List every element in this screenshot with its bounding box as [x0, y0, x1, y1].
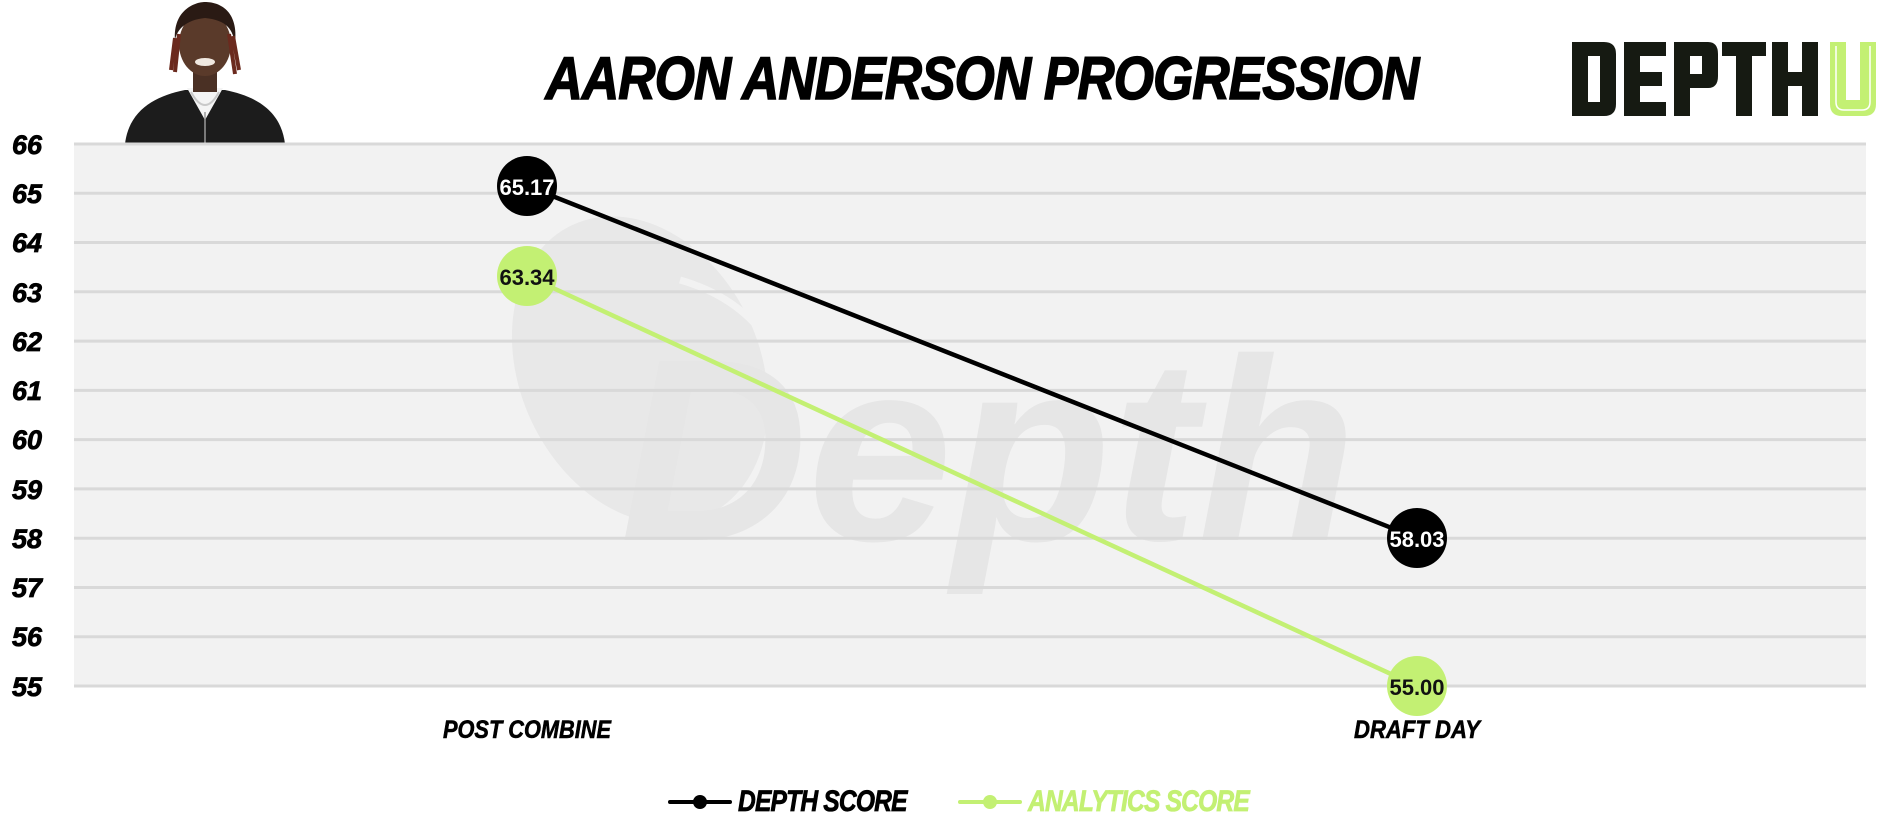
svg-text:56: 56: [12, 622, 43, 652]
analytics-score-point-draft-day[interactable]: 55.00: [1387, 656, 1447, 716]
svg-text:Depth: Depth: [620, 306, 1357, 597]
analytics-score-point-post-combine[interactable]: 63.34: [497, 246, 557, 306]
depth-score-point-post-combine[interactable]: 65.17: [497, 156, 557, 216]
svg-text:58.03: 58.03: [1389, 527, 1444, 552]
legend-label: DEPTH SCORE: [738, 785, 908, 819]
legend: DEPTH SCORE ANALYTICS SCORE: [668, 784, 1297, 820]
depth-watermark: Depth: [511, 216, 1357, 597]
legend-item-depth-score[interactable]: DEPTH SCORE: [668, 785, 944, 819]
svg-text:63.34: 63.34: [499, 265, 555, 290]
plot-area: [74, 144, 1866, 686]
chart-title: AARON ANDERSON PROGRESSION: [545, 45, 1420, 113]
svg-text:64: 64: [12, 228, 42, 258]
legend-label: ANALYTICS SCORE: [1027, 785, 1249, 819]
svg-text:55.00: 55.00: [1389, 675, 1444, 700]
svg-text:66: 66: [12, 130, 43, 160]
svg-text:61: 61: [12, 376, 42, 406]
player-photo: [115, 0, 295, 144]
line-marker-icon: [957, 795, 1022, 809]
legend-item-analytics-score[interactable]: ANALYTICS SCORE: [957, 785, 1297, 819]
svg-text:57: 57: [12, 573, 44, 603]
svg-text:65.17: 65.17: [499, 175, 554, 200]
svg-text:65: 65: [12, 179, 43, 209]
gridlines: [74, 142, 1866, 688]
depth-score-line: [526, 183, 1418, 541]
svg-text:55: 55: [12, 672, 43, 702]
line-marker-icon: [668, 795, 732, 809]
x-axis: POST COMBINE DRAFT DAY: [443, 716, 1483, 745]
svg-text:59: 59: [12, 475, 42, 505]
svg-text:62: 62: [12, 327, 42, 357]
svg-text:58: 58: [12, 524, 42, 554]
y-axis: 66 65 64 63 62 61 60 59 58 57 56 55: [12, 130, 45, 703]
x-label-draft-day: DRAFT DAY: [1354, 716, 1482, 744]
depth-score-point-draft-day[interactable]: 58.03: [1387, 508, 1447, 568]
analytics-score-line: [526, 273, 1418, 689]
svg-text:63: 63: [12, 278, 42, 308]
svg-text:60: 60: [12, 425, 42, 455]
depthu-logo: [1570, 40, 1890, 118]
x-label-post-combine: POST COMBINE: [443, 716, 612, 744]
